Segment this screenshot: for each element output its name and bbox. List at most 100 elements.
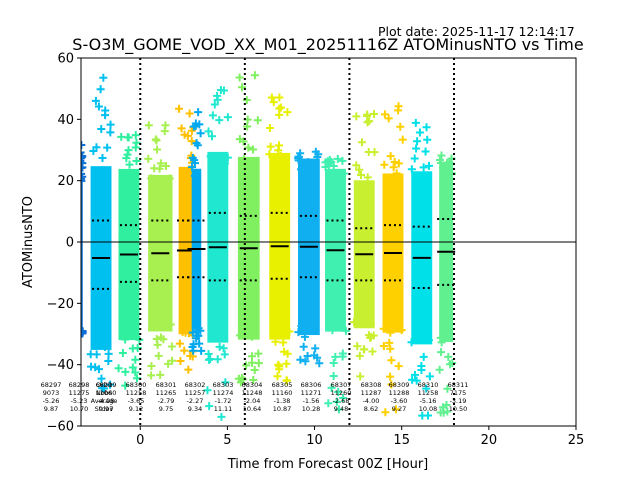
outlier-point	[129, 325, 138, 334]
annotation-mean: -1.72	[215, 397, 232, 405]
y-tick-label: 0	[66, 236, 74, 251]
annotation-stdev: 10.50	[449, 405, 468, 413]
outlier-point	[396, 122, 405, 131]
outlier-point	[363, 173, 372, 182]
outlier-point	[144, 121, 153, 130]
annotation-mean: -1.56	[303, 397, 320, 405]
outlier-point	[185, 109, 194, 118]
outlier-point	[386, 152, 395, 161]
outlier-point	[436, 408, 445, 417]
outlier-point	[379, 342, 388, 351]
annotation-header-label: Orbit	[96, 381, 113, 389]
outlier-point	[250, 71, 259, 80]
outlier-point	[327, 383, 336, 392]
outlier-point	[205, 355, 214, 364]
outlier-point	[208, 111, 217, 120]
outlier-point	[300, 323, 309, 332]
outlier-point	[389, 163, 398, 172]
outlier-point	[81, 174, 85, 183]
outlier-point	[178, 328, 187, 337]
outlier-point	[248, 332, 257, 341]
outlier-point	[283, 108, 292, 117]
annotation-nobs: 7175	[450, 389, 467, 397]
outlier-point	[103, 143, 112, 152]
outlier-point	[296, 165, 305, 174]
outlier-point	[180, 171, 189, 180]
outlier-point	[235, 135, 244, 144]
annotation-stdev: 10.08	[419, 405, 438, 413]
orbit-cluster-68306	[294, 147, 324, 368]
y-tick-label: 20	[57, 174, 74, 189]
annotation-mean: -2.04	[244, 397, 261, 405]
outlier-point	[301, 357, 310, 366]
annotation-nobs: 11260	[331, 389, 352, 397]
outlier-point	[204, 127, 213, 136]
outlier-point	[97, 374, 106, 383]
outlier-point	[331, 352, 340, 361]
y-tick-label: 60	[57, 52, 74, 67]
outlier-point	[380, 110, 389, 119]
outlier-point	[121, 381, 130, 390]
outlier-point	[311, 344, 320, 353]
outlier-point	[223, 113, 232, 122]
outlier-point	[271, 337, 280, 346]
outlier-point	[187, 137, 196, 146]
outlier-point	[215, 342, 224, 351]
outlier-point	[81, 156, 85, 165]
outlier-point	[167, 342, 176, 351]
outlier-point	[334, 405, 343, 414]
outlier-point	[194, 108, 203, 117]
outlier-point	[443, 407, 452, 416]
outlier-point	[243, 122, 252, 131]
x-tick-label: 0	[136, 433, 144, 448]
outlier-point	[273, 372, 282, 381]
outlier-point	[422, 330, 431, 339]
outlier-point	[131, 355, 140, 364]
outlier-point	[296, 355, 305, 364]
outlier-point	[237, 83, 246, 92]
outlier-point	[207, 132, 216, 141]
y-tick-label: −40	[47, 358, 74, 373]
annotation-mean: -5.16	[420, 397, 437, 405]
annotation-nobs: 11060	[96, 389, 117, 397]
outlier-point	[397, 326, 406, 335]
outlier-point	[215, 116, 224, 125]
outlier-point	[412, 376, 421, 385]
outlier-point	[370, 148, 379, 157]
outlier-point	[417, 366, 426, 375]
outlier-point	[236, 331, 245, 340]
x-tick-label: 10	[306, 433, 323, 448]
annotation-orbit: 68301	[156, 381, 177, 389]
outlier-point	[147, 371, 156, 380]
outlier-point	[168, 356, 177, 365]
outlier-point	[387, 356, 396, 365]
annotation-stdev: 10.64	[243, 405, 262, 413]
y-tick-label: −20	[47, 297, 74, 312]
outlier-point	[415, 128, 424, 137]
outlier-point	[439, 169, 448, 178]
outlier-point	[329, 359, 338, 368]
annotation-stdev: 9.27	[392, 405, 406, 413]
annotation-mean: -3.65	[128, 397, 145, 405]
outlier-point	[101, 111, 110, 120]
outlier-point	[329, 371, 338, 380]
orbit-cluster-68297	[81, 140, 87, 338]
outlier-point	[247, 352, 256, 361]
outlier-point	[437, 338, 446, 347]
outlier-point	[99, 73, 108, 82]
outlier-point	[219, 344, 228, 353]
annotation-mean: -3.19	[450, 397, 467, 405]
outlier-point	[407, 165, 416, 174]
outlier-point	[147, 174, 156, 183]
outlier-point	[194, 331, 203, 340]
annotation-header-label: Stdev	[95, 405, 114, 413]
orbit-cluster-68304	[234, 71, 263, 387]
outlier-point	[425, 372, 434, 381]
annotation-stdev: 8.62	[364, 405, 378, 413]
y-axis-label: ATOMinusNTO	[21, 196, 36, 288]
annotation-orbit: 68308	[361, 381, 382, 389]
annotation-header-label: Nobs	[96, 389, 113, 397]
outlier-point	[97, 124, 106, 133]
